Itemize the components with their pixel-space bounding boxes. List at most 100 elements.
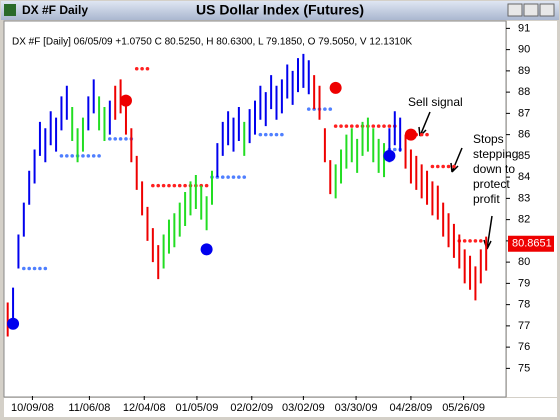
y-tick-label: 79	[518, 277, 530, 289]
stop-dot	[97, 154, 101, 158]
stop-dot	[242, 175, 247, 179]
x-tick-label: 05/26/09	[442, 402, 485, 414]
stop-dot	[280, 132, 284, 137]
stop-dot	[258, 132, 263, 137]
stop-dot	[108, 137, 112, 141]
stop-dot	[349, 124, 354, 128]
stop-dot	[355, 124, 359, 128]
stop-dot	[226, 175, 230, 179]
stop-dot	[43, 266, 48, 271]
stop-dot	[479, 239, 483, 243]
stop-dot	[91, 154, 96, 158]
stop-dot	[59, 154, 64, 158]
stop-dot	[145, 66, 150, 71]
stop-dot	[183, 183, 187, 188]
stop-dot	[462, 239, 467, 243]
x-axis-area	[4, 398, 557, 417]
app-icon	[4, 4, 16, 16]
maximize-button[interactable]	[523, 3, 539, 17]
annotation: Stops	[473, 132, 504, 146]
stop-dot	[27, 266, 31, 271]
stop-dot	[118, 137, 123, 141]
stop-dot	[382, 124, 386, 128]
signal-dot	[404, 128, 417, 141]
y-tick-label: 86	[518, 129, 530, 141]
stop-dot	[274, 132, 279, 137]
stop-dot	[263, 132, 268, 137]
stop-dot	[371, 124, 376, 128]
y-tick-label: 88	[518, 86, 530, 98]
x-tick-label: 12/04/08	[123, 402, 166, 414]
stop-dot	[32, 266, 37, 271]
stop-dot	[376, 124, 381, 128]
stop-dot	[323, 107, 327, 111]
stop-dot	[425, 132, 429, 137]
signal-dot	[383, 149, 396, 162]
stop-dot	[344, 124, 349, 128]
stop-dot	[435, 164, 440, 169]
stop-dot	[86, 154, 91, 158]
stop-dot	[419, 132, 424, 137]
stop-dot	[151, 183, 155, 188]
chart-title: US Dollar Index (Futures)	[196, 2, 364, 18]
stop-dot	[237, 175, 241, 179]
stop-dot	[392, 147, 397, 152]
stop-dot	[38, 266, 42, 271]
stop-dot	[70, 154, 75, 158]
y-tick-label: 91	[518, 22, 530, 34]
stop-dot	[306, 107, 311, 111]
stop-dot	[204, 183, 209, 188]
y-tick-label: 90	[518, 44, 530, 56]
y-tick-label: 80	[518, 256, 530, 268]
y-tick-label: 83	[518, 192, 530, 204]
y-tick-label: 87	[518, 107, 530, 119]
x-tick-label: 04/28/09	[389, 402, 432, 414]
info-line: DX #F [Daily] 06/05/09 +1.0750 C 80.5250…	[12, 37, 413, 48]
y-tick-label: 82	[518, 214, 530, 226]
signal-dot	[329, 81, 342, 94]
stop-dot	[177, 183, 182, 188]
annotation: protect	[473, 177, 510, 191]
stop-dot	[446, 164, 451, 169]
last-price-box	[508, 235, 554, 252]
annotation: down to	[473, 162, 515, 176]
stop-dot	[430, 164, 435, 169]
y-tick-label: 84	[518, 171, 530, 183]
y-tick-label: 75	[518, 362, 530, 374]
stop-dot	[269, 132, 273, 137]
stop-dot	[156, 183, 161, 188]
stop-dot	[333, 124, 338, 128]
plot-area	[3, 20, 507, 398]
x-tick-label: 02/02/09	[230, 402, 273, 414]
stop-dot	[231, 175, 236, 179]
stop-dot	[452, 164, 456, 169]
x-tick-label: 03/02/09	[282, 402, 325, 414]
signal-dot	[7, 317, 20, 330]
stop-dot	[124, 137, 128, 141]
last-price-label: 80.8651	[512, 238, 552, 250]
stop-dot	[328, 107, 333, 111]
x-tick-label: 03/30/09	[335, 402, 378, 414]
stop-dot	[468, 239, 472, 243]
close-button[interactable]	[539, 3, 555, 17]
signal-dot	[119, 94, 132, 107]
stop-dot	[441, 164, 445, 169]
annotation: profit	[473, 192, 500, 206]
stop-dot	[387, 124, 392, 128]
y-tick-label: 78	[518, 299, 530, 311]
window-title: DX #F Daily	[22, 3, 88, 17]
x-tick-label: 11/06/08	[68, 402, 110, 414]
y-tick-label: 76	[518, 341, 530, 353]
minimize-button[interactable]	[507, 3, 523, 17]
y-tick-label: 89	[518, 65, 530, 77]
stop-dot	[161, 183, 166, 188]
annotation: stepping	[473, 147, 518, 161]
signal-dot	[200, 243, 213, 256]
window-controls[interactable]	[507, 3, 555, 17]
title-bar	[1, 1, 559, 20]
x-tick-label: 10/09/08	[11, 402, 54, 414]
stop-dot	[220, 175, 225, 179]
annotation: Sell signal	[408, 95, 463, 109]
y-axis-area	[507, 21, 557, 397]
stop-dot	[339, 124, 343, 128]
